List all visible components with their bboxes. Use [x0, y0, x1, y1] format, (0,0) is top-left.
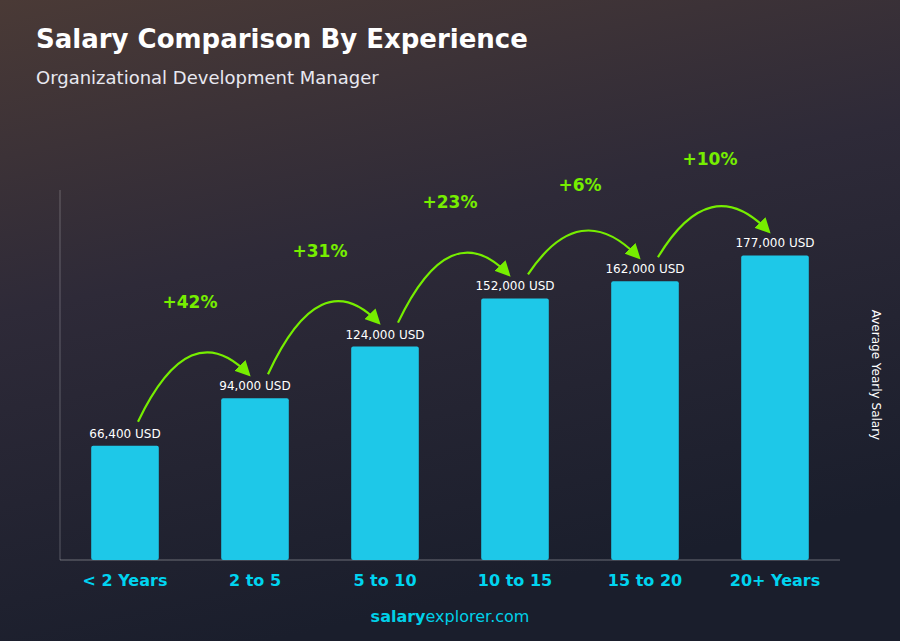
subtitle: Organizational Development Manager: [36, 67, 379, 88]
value-label: 152,000 USD: [475, 279, 554, 293]
background: [0, 0, 900, 641]
y-axis-line: [60, 190, 61, 560]
growth-label: +10%: [683, 149, 738, 169]
growth-label: +6%: [558, 175, 601, 195]
growth-arrow: [658, 206, 769, 257]
growth-arrow: [268, 301, 379, 374]
growth-label: +42%: [163, 292, 218, 312]
value-label: 162,000 USD: [605, 262, 684, 276]
x-axis-line: [60, 560, 840, 561]
value-label: 124,000 USD: [345, 328, 424, 342]
growth-label: +31%: [293, 241, 348, 261]
growth-arrow: [398, 253, 509, 323]
growth-label: +23%: [423, 192, 478, 212]
bar: [741, 255, 809, 560]
bars: [91, 255, 809, 560]
bar: [351, 347, 419, 560]
bar: [481, 298, 549, 560]
footer-part: explorer.com: [426, 607, 530, 626]
y-axis-label: Average Yearly Salary: [869, 310, 883, 440]
x-tick-label: 20+ Years: [730, 571, 820, 590]
value-label: 66,400 USD: [89, 427, 160, 441]
value-label: 177,000 USD: [735, 236, 814, 250]
x-tick-label: 15 to 20: [608, 571, 682, 590]
bar: [221, 398, 289, 560]
chart: Salary Comparison By Experience Organizat…: [0, 0, 900, 641]
x-tick-label: 2 to 5: [229, 571, 281, 590]
x-tick-label: 10 to 15: [478, 571, 552, 590]
title: Salary Comparison By Experience: [36, 24, 528, 54]
bar: [91, 446, 159, 560]
value-label: 94,000 USD: [219, 379, 290, 393]
footer: salaryexplorer.com: [371, 607, 530, 626]
bar: [611, 281, 679, 560]
growth-arrow: [138, 352, 249, 421]
x-tick-label: 5 to 10: [353, 571, 416, 590]
x-tick-label: < 2 Years: [83, 571, 168, 590]
growth-arrow: [528, 230, 639, 274]
footer-part: salary: [371, 607, 426, 626]
